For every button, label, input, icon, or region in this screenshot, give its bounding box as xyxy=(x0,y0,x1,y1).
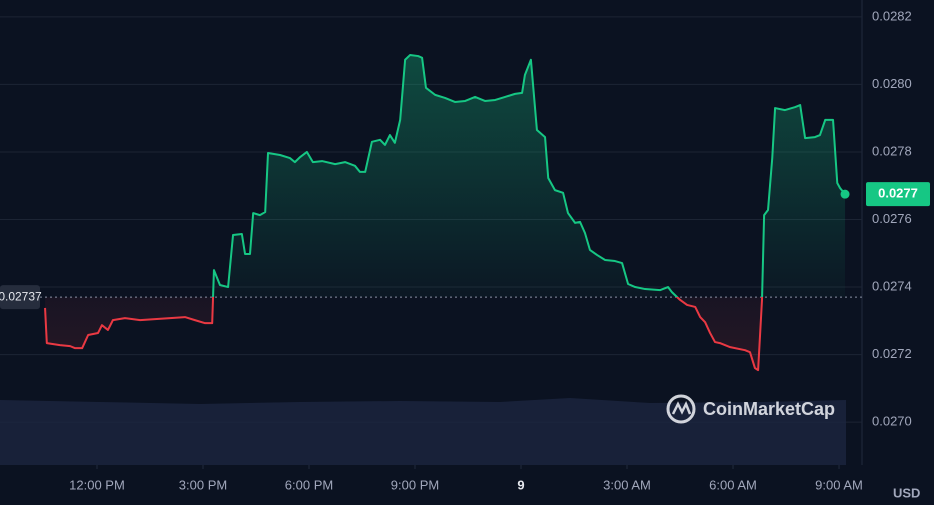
y-tick-label: 0.0276 xyxy=(872,211,912,226)
watermark-logo-mark xyxy=(671,400,692,415)
x-tick-label: 3:00 AM xyxy=(603,477,651,492)
last-price-badge xyxy=(866,182,930,207)
volume-band xyxy=(0,398,846,465)
area xyxy=(45,55,846,371)
price-line xyxy=(44,54,846,372)
plot xyxy=(0,54,862,372)
x-tick-label: 9 xyxy=(517,477,524,492)
x-tick-label: 6:00 AM xyxy=(709,477,757,492)
last-price-label: 0.0277 xyxy=(878,186,918,201)
x-tick-label: 9:00 AM xyxy=(815,477,863,492)
baseline-label: 0.02737 xyxy=(0,289,42,303)
last-point xyxy=(840,189,850,199)
y-tick-label: 0.0274 xyxy=(872,278,912,293)
watermark-text: CoinMarketCap xyxy=(703,399,835,419)
currency-label: USD xyxy=(893,485,920,500)
x-tick-label: 3:00 PM xyxy=(179,477,227,492)
watermark-logo xyxy=(666,394,696,424)
y-tick-label: 0.0280 xyxy=(872,76,912,91)
y-tick-label: 0.0282 xyxy=(872,8,912,23)
y-tick-label: 0.0278 xyxy=(872,143,912,158)
x-tick-label: 9:00 PM xyxy=(391,477,439,492)
watermark: CoinMarketCap xyxy=(666,394,835,424)
y-tick-label: 0.0270 xyxy=(872,414,912,429)
baseline-label-box xyxy=(0,285,40,310)
x-tick-label: 6:00 PM xyxy=(285,477,333,492)
x-tick-label: 12:00 PM xyxy=(69,477,125,492)
y-tick-label: 0.0272 xyxy=(872,346,912,361)
